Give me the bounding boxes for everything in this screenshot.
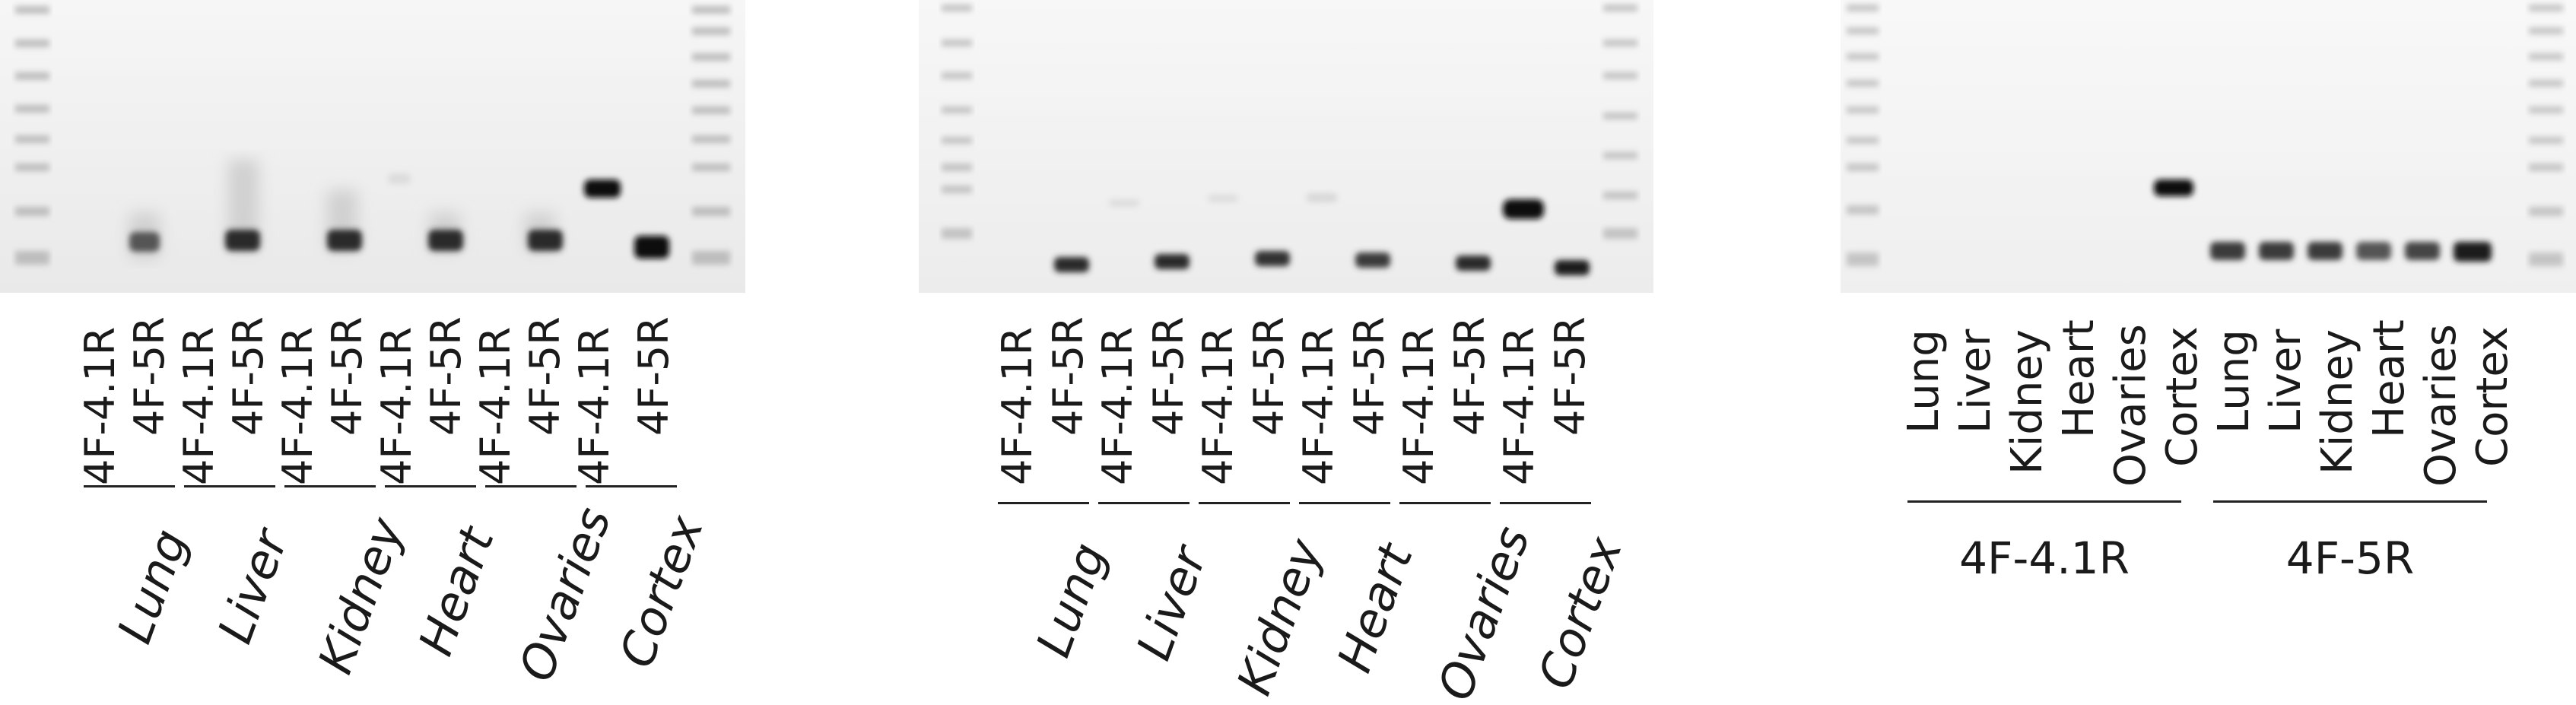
group-rule-b-3 <box>1199 502 1290 504</box>
group-rule-b-1 <box>998 502 1089 504</box>
lane-label-c-1: Lung <box>1899 329 1949 433</box>
lane-label-c-2: Liver <box>1951 329 2000 433</box>
ladder-right <box>2529 5 2563 266</box>
lane-label-c-12: Cortex <box>2468 326 2517 467</box>
lane-label-c-3: Kidney <box>2003 329 2052 475</box>
tissue-label-b-liver: Liver <box>1126 539 1218 667</box>
tissue-label-a-lung: Lung <box>106 522 199 650</box>
lane-label-a-7: 4F-4.1R <box>373 326 421 485</box>
bands-c <box>2154 179 2492 262</box>
tissue-label-a-ovaries: Ovaries <box>508 500 622 688</box>
ladder-left <box>15 6 49 265</box>
lane-label-a-3: 4F-4.1R <box>175 326 223 485</box>
lane-label-c-4: Heart <box>2054 319 2104 438</box>
lane-label-a-1: 4F-4.1R <box>76 326 124 485</box>
group-rule-b-4 <box>1299 502 1390 504</box>
tissue-label-a-cortex: Cortex <box>608 508 715 675</box>
group-label-c-1: 4F-4.1R <box>1959 532 2130 584</box>
lane-label-a-11: 4F-4.1R <box>570 326 618 485</box>
group-rule-a-4 <box>385 485 476 487</box>
ladder-right <box>1603 5 1637 239</box>
lane-label-a-12: 4F-5R <box>630 316 678 436</box>
group-rule-a-3 <box>284 485 376 487</box>
lane-label-c-5: Ovaries <box>2106 324 2155 487</box>
lane-label-b-2: 4F-5R <box>1044 316 1092 436</box>
tissue-label-a-kidney: Kidney <box>307 510 415 681</box>
lane-label-b-1: 4F-4.1R <box>993 326 1041 485</box>
lane-label-c-11: Ovaries <box>2416 324 2466 487</box>
group-rule-b-5 <box>1399 502 1491 504</box>
gel-image-c <box>1841 0 2576 293</box>
lane-label-b-9: 4F-4.1R <box>1395 326 1443 485</box>
tissue-label-b-heart: Heart <box>1326 536 1424 679</box>
bands-a <box>129 173 669 259</box>
group-rule-a-1 <box>84 485 175 487</box>
lane-label-b-3: 4F-4.1R <box>1094 326 1142 485</box>
group-rule-a-5 <box>485 485 577 487</box>
lane-label-a-9: 4F-4.1R <box>472 326 519 485</box>
ladder-right <box>692 6 730 265</box>
group-rule-c-1 <box>1907 500 2181 503</box>
bands-b <box>1054 193 1590 275</box>
tissue-label-b-lung: Lung <box>1025 535 1117 664</box>
group-label-c-2: 4F-5R <box>2285 532 2415 584</box>
tissue-label-a-liver: Liver <box>207 522 299 650</box>
tissue-label-b-ovaries: Ovaries <box>1427 519 1541 705</box>
lane-label-a-8: 4F-5R <box>422 316 470 436</box>
group-rule-c-2 <box>2213 500 2487 503</box>
tissue-label-a-heart: Heart <box>408 519 505 662</box>
lane-label-a-5: 4F-4.1R <box>274 326 322 485</box>
lane-label-c-6: Cortex <box>2158 326 2207 467</box>
group-rule-a-6 <box>586 485 677 487</box>
ladder-left <box>942 5 972 239</box>
group-rule-b-2 <box>1098 502 1190 504</box>
group-rule-a-2 <box>184 485 275 487</box>
lane-label-c-10: Heart <box>2365 319 2414 438</box>
lane-label-b-5: 4F-4.1R <box>1194 326 1242 485</box>
lane-label-b-7: 4F-4.1R <box>1294 326 1342 485</box>
lane-label-a-4: 4F-5R <box>224 316 272 436</box>
lane-label-c-8: Liver <box>2261 329 2311 433</box>
lane-label-b-6: 4F-5R <box>1245 316 1293 436</box>
tissue-label-b-cortex: Cortex <box>1527 529 1634 696</box>
lane-label-b-12: 4F-5R <box>1546 316 1594 436</box>
lane-label-b-10: 4F-5R <box>1446 316 1494 436</box>
tissue-label-b-kidney: Kidney <box>1226 532 1333 702</box>
lane-label-b-8: 4F-5R <box>1345 316 1393 436</box>
ladder-left <box>1847 5 1879 266</box>
gel-image-b <box>919 0 1653 293</box>
lane-label-b-4: 4F-5R <box>1145 316 1193 436</box>
lane-label-b-11: 4F-4.1R <box>1495 326 1543 485</box>
lane-label-c-9: Kidney <box>2313 329 2362 475</box>
lane-label-c-7: Lung <box>2209 329 2259 433</box>
gel-image-a <box>0 0 745 293</box>
group-rule-b-6 <box>1500 502 1591 504</box>
lane-label-a-6: 4F-5R <box>323 316 371 436</box>
lane-label-a-10: 4F-5R <box>521 316 569 436</box>
lane-label-a-2: 4F-5R <box>125 316 173 436</box>
